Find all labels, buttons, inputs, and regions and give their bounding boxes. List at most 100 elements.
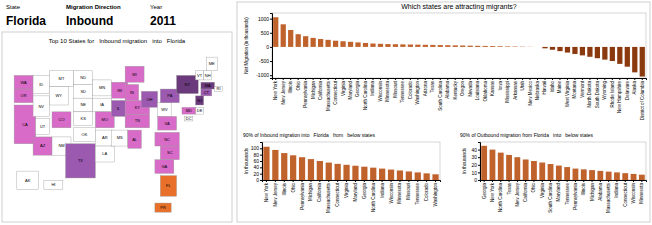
- x-tick-label: Utah: [520, 81, 525, 91]
- x-tick: Maryland: [353, 180, 358, 202]
- bar: [531, 161, 537, 180]
- x-tick-label: Maryland: [556, 183, 561, 202]
- tick-mark: [399, 180, 400, 182]
- tick-mark: [542, 180, 543, 182]
- x-tick-label: Illinois: [282, 182, 287, 195]
- bar: [490, 150, 496, 180]
- tick-mark: [583, 180, 584, 182]
- tick-mark: [328, 78, 329, 80]
- x-tick-label: Missouri: [393, 81, 398, 98]
- x-tick-label: Louisiana: [475, 81, 480, 101]
- tick-mark: [290, 78, 291, 80]
- x-tick: California: [318, 78, 323, 100]
- state-label: MO: [102, 117, 108, 122]
- bar: [388, 170, 394, 180]
- tick-mark: [500, 180, 501, 182]
- x-tick: Wisconsin: [388, 180, 393, 204]
- right-panel: [237, 2, 650, 222]
- x-tick: Ohio: [531, 180, 536, 193]
- x-tick: Nebraska: [535, 78, 540, 100]
- x-tick-label: Iowa: [498, 81, 503, 91]
- tick-mark: [320, 78, 321, 80]
- state-label: PA: [167, 93, 172, 98]
- bar-chart: GeorgiaNew YorkNorth CarolinaTexasNew Je…: [460, 132, 647, 213]
- x-tick-label: Maine: [557, 81, 562, 94]
- tick-mark: [382, 180, 383, 182]
- bar: [318, 39, 323, 47]
- bar: [379, 169, 385, 180]
- state-label: CA: [22, 122, 28, 127]
- x-tick: Alabama: [445, 78, 450, 99]
- x-tick-label: Indiana: [614, 183, 619, 198]
- tick-mark: [470, 78, 471, 80]
- bar: [535, 46, 540, 47]
- bar: [597, 171, 603, 180]
- axis-line: [481, 181, 647, 183]
- x-tick: Massachusetts: [606, 180, 611, 213]
- bar: [272, 150, 278, 180]
- y-tick: 40: [253, 164, 262, 170]
- x-tick: Montana: [572, 78, 577, 99]
- bar: [564, 167, 570, 180]
- tick-mark: [426, 180, 427, 182]
- state-label: IA: [100, 102, 104, 107]
- state-tile: [141, 91, 157, 107]
- x-tick: Utah: [520, 78, 525, 91]
- tick-mark: [425, 78, 426, 80]
- plot-frame: [480, 142, 646, 180]
- bar: [498, 46, 503, 48]
- tick-mark: [589, 78, 590, 80]
- x-tick-label: Virginia: [540, 183, 545, 198]
- x-tick-label: Nebraska: [535, 81, 540, 101]
- x-tick: Nevada: [468, 78, 473, 97]
- x-tick: Virginia: [540, 180, 545, 198]
- x-tick-label: Oklahoma: [483, 81, 488, 102]
- axis-line: [478, 143, 481, 181]
- bar: [506, 155, 512, 180]
- tick-mark: [270, 19, 272, 20]
- x-tick-label: Alaska: [632, 81, 637, 95]
- x-tick-label: Idaho: [550, 81, 555, 93]
- tick-mark: [305, 78, 306, 80]
- x-tick-label: Indiana: [370, 81, 375, 96]
- x-tick: Tennessee: [400, 78, 405, 103]
- x-tick-label: Texas: [430, 80, 435, 93]
- state-tile: [155, 132, 179, 146]
- bar: [333, 41, 338, 47]
- y-tick: 60: [253, 158, 262, 164]
- axis-line: [273, 79, 647, 81]
- x-tick-label: Minnesota: [397, 183, 402, 204]
- bar: [475, 46, 480, 47]
- y-tick-label: 20: [471, 162, 477, 168]
- tick-mark: [608, 180, 609, 182]
- state-label: TN: [135, 118, 140, 123]
- x-tick: Indiana: [380, 180, 385, 198]
- state-tile: [95, 146, 114, 162]
- tick-mark: [515, 78, 516, 80]
- state-label: MI: [132, 72, 136, 77]
- x-tick: Colorado: [408, 78, 413, 99]
- map-title: Top 10 States for Inbound migration into…: [49, 38, 186, 44]
- state-tile: [201, 89, 212, 96]
- y-tick: 100: [251, 145, 262, 151]
- tick-mark: [478, 172, 480, 173]
- x-tick: Ohio: [296, 78, 301, 91]
- bars: [263, 147, 438, 180]
- x-tick: Connecticut: [333, 78, 338, 105]
- x-tick: Minnesota: [385, 78, 390, 102]
- state-label: OK: [82, 132, 88, 137]
- bar: [556, 166, 562, 180]
- x-tick-label: North Carolina: [498, 183, 503, 213]
- x-tick: Alabama: [598, 180, 603, 201]
- x-tick: Washington: [415, 78, 420, 105]
- tick-mark: [355, 180, 356, 182]
- tick-mark: [364, 180, 365, 182]
- y-tick: 0: [256, 177, 262, 183]
- x-tick-label: Michigan: [589, 183, 594, 202]
- x-tick: Tennessee: [415, 180, 420, 205]
- y-tick-label: -1000: [256, 72, 269, 78]
- state-label: NH: [205, 73, 211, 78]
- bar: [565, 47, 570, 53]
- x-tick-label: District of Columbia: [640, 81, 645, 121]
- x-tick: Michigan: [308, 180, 313, 201]
